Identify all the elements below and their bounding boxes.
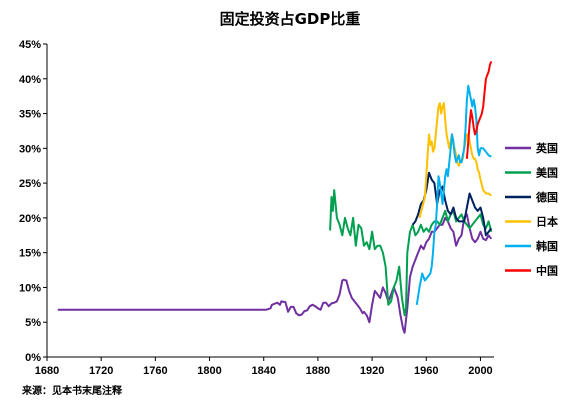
legend-label-1: 美国: [536, 166, 558, 180]
x-tick-label: 1960: [414, 365, 438, 377]
x-axis-ticks: 1680 1720 1760 1800 1840 1880 1920 1960 2000: [35, 357, 493, 377]
legend-label-2: 德国: [535, 190, 558, 204]
x-tick-label: 2000: [468, 365, 492, 377]
legend-label-0: 英国: [535, 141, 558, 155]
legend-label-3: 日本: [536, 215, 558, 229]
chart-title: 固定投资占GDP比重: [220, 10, 361, 28]
y-tick-label: 5%: [25, 317, 41, 329]
x-tick-label: 1720: [89, 365, 113, 377]
x-tick-label: 1920: [360, 365, 384, 377]
source-note: 来源：见本书末尾注释: [21, 384, 123, 397]
x-tick-label: 1840: [251, 365, 275, 377]
x-tick-label: 1680: [35, 365, 59, 377]
series-line-4: [415, 84, 492, 305]
x-tick-label: 1880: [306, 365, 330, 377]
y-tick-label: 0%: [25, 352, 41, 364]
series-line-5: [465, 61, 493, 159]
series-lines: [57, 61, 493, 334]
series-line-2: [411, 171, 493, 237]
y-axis-ticks: 0% 5% 10% 15% 20% 25% 30% 35% 40% 45%: [19, 39, 47, 364]
series-line-0: [57, 213, 493, 334]
y-tick-label: 45%: [19, 39, 41, 51]
y-tick-label: 30%: [19, 143, 41, 155]
y-tick-label: 35%: [19, 109, 41, 121]
legend-label-5: 中国: [536, 264, 558, 278]
y-tick-label: 15%: [19, 248, 41, 260]
series-line-1: [329, 189, 493, 317]
legend-label-4: 韩国: [536, 239, 558, 253]
y-tick-label: 10%: [19, 282, 41, 294]
y-tick-label: 40%: [19, 74, 41, 86]
y-tick-label: 25%: [19, 178, 41, 190]
x-tick-label: 1800: [197, 365, 221, 377]
y-tick-label: 20%: [19, 213, 41, 225]
x-tick-label: 1760: [143, 365, 167, 377]
